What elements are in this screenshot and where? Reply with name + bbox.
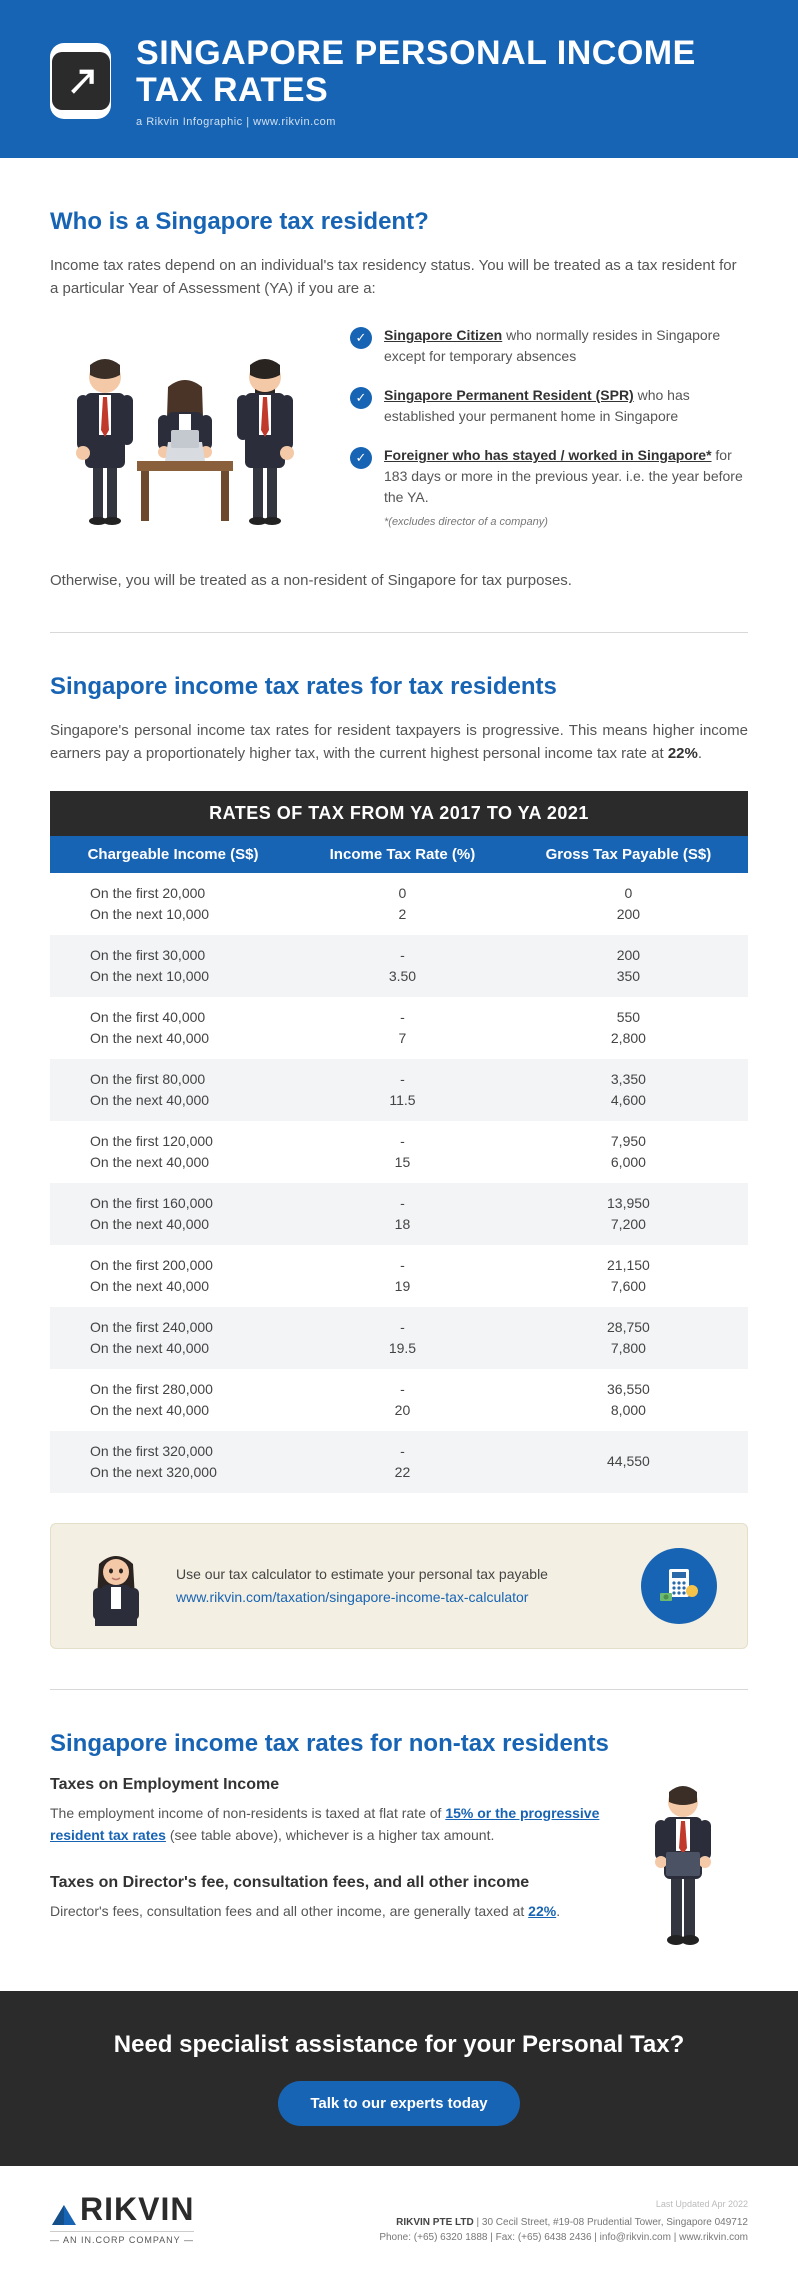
section1-outro: Otherwise, you will be treated as a non-… <box>50 569 748 592</box>
assistant-illustration <box>81 1546 151 1626</box>
divider <box>50 1689 748 1690</box>
footer: RIKVIN — AN IN.CORP COMPANY — Last Updat… <box>0 2166 798 2275</box>
cell-chargeable-income: On the first 30,000On the next 10,000 <box>50 935 296 997</box>
footer-logo-sub: — AN IN.CORP COMPANY — <box>50 2231 194 2245</box>
table-row: On the first 120,000On the next 40,000-1… <box>50 1121 748 1183</box>
section2-intro: Singapore's personal income tax rates fo… <box>50 719 748 766</box>
header-logo-icon <box>50 43 111 119</box>
cell-tax-rate: -15 <box>296 1121 509 1183</box>
cell-gross-tax: 5502,800 <box>509 997 748 1059</box>
footer-logo-name: RIKVIN <box>80 2191 194 2227</box>
cta-title: Need specialist assistance for your Pers… <box>20 2031 778 2059</box>
rikvin-logo-icon <box>50 2201 78 2229</box>
table-row: On the first 30,000On the next 10,000-3.… <box>50 935 748 997</box>
table-row: On the first 240,000On the next 40,000-1… <box>50 1307 748 1369</box>
text: Singapore's personal income tax rates fo… <box>50 722 748 762</box>
cell-tax-rate: -7 <box>296 997 509 1059</box>
calculator-callout: Use our tax calculator to estimate your … <box>50 1523 748 1649</box>
text: The employment income of non-residents i… <box>50 1805 445 1821</box>
table-row: On the first 40,000On the next 40,000-75… <box>50 997 748 1059</box>
tax-rates-table: RATES OF TAX FROM YA 2017 TO YA 2021 Cha… <box>50 791 748 1493</box>
cell-tax-rate: -19.5 <box>296 1307 509 1369</box>
col-header: Chargeable Income (S$) <box>50 836 296 873</box>
header-banner: SINGAPORE PERSONAL INCOME TAX RATES a Ri… <box>0 0 798 158</box>
criteria-bold: Singapore Permanent Resident (SPR) <box>384 387 634 403</box>
criteria-item: ✓ Foreigner who has stayed / worked in S… <box>350 445 748 531</box>
text: . <box>556 1903 560 1919</box>
calculator-icon <box>641 1548 717 1624</box>
cell-gross-tax: 200350 <box>509 935 748 997</box>
table-row: On the first 200,000On the next 40,000-1… <box>50 1245 748 1307</box>
cell-tax-rate: 02 <box>296 873 509 935</box>
cell-gross-tax: 7,9506,000 <box>509 1121 748 1183</box>
criteria-item: ✓ Singapore Citizen who normally resides… <box>350 325 748 367</box>
callout-text: Use our tax calculator to estimate your … <box>176 1566 548 1582</box>
text-bold: 22% <box>668 745 698 762</box>
arrow-up-icon <box>64 64 98 98</box>
check-icon: ✓ <box>350 447 372 469</box>
cell-tax-rate: -18 <box>296 1183 509 1245</box>
footer-updated: Last Updated Apr 2022 <box>379 2198 748 2212</box>
criteria-bold: Singapore Citizen <box>384 327 502 343</box>
cell-gross-tax: 28,7507,800 <box>509 1307 748 1369</box>
text: Director's fees, consultation fees and a… <box>50 1903 528 1919</box>
table-title: RATES OF TAX FROM YA 2017 TO YA 2021 <box>50 791 748 836</box>
section1-heading: Who is a Singapore tax resident? <box>50 208 748 236</box>
criteria-item: ✓ Singapore Permanent Resident (SPR) who… <box>350 385 748 427</box>
table-row: On the first 80,000On the next 40,000-11… <box>50 1059 748 1121</box>
cell-chargeable-income: On the first 40,000On the next 40,000 <box>50 997 296 1059</box>
cell-gross-tax: 44,550 <box>509 1431 748 1493</box>
footer-address: RIKVIN PTE LTD | 30 Cecil Street, #19-08… <box>379 2215 748 2230</box>
cta-banner: Need specialist assistance for your Pers… <box>0 1991 798 2166</box>
sub1-heading: Taxes on Employment Income <box>50 1776 608 1794</box>
cell-chargeable-income: On the first 240,000On the next 40,000 <box>50 1307 296 1369</box>
section3-heading: Singapore income tax rates for non-tax r… <box>50 1730 748 1758</box>
col-header: Income Tax Rate (%) <box>296 836 509 873</box>
cell-tax-rate: -22 <box>296 1431 509 1493</box>
cell-tax-rate: -20 <box>296 1369 509 1431</box>
table-row: On the first 320,000On the next 320,000-… <box>50 1431 748 1493</box>
footer-logo: RIKVIN — AN IN.CORP COMPANY — <box>50 2191 194 2246</box>
section2-heading: Singapore income tax rates for tax resid… <box>50 673 748 701</box>
col-header: Gross Tax Payable (S$) <box>509 836 748 873</box>
criteria-footnote: *(excludes director of a company) <box>384 514 748 531</box>
cell-chargeable-income: On the first 320,000On the next 320,000 <box>50 1431 296 1493</box>
cell-gross-tax: 13,9507,200 <box>509 1183 748 1245</box>
check-icon: ✓ <box>350 327 372 349</box>
table-row: On the first 20,000On the next 10,000020… <box>50 873 748 935</box>
cell-chargeable-income: On the first 160,000On the next 40,000 <box>50 1183 296 1245</box>
people-desk-illustration <box>50 325 320 525</box>
divider <box>50 632 748 633</box>
cell-gross-tax: 0200 <box>509 873 748 935</box>
cell-chargeable-income: On the first 200,000On the next 40,000 <box>50 1245 296 1307</box>
cell-tax-rate: -19 <box>296 1245 509 1307</box>
text: (see table above), whichever is a higher… <box>166 1827 494 1843</box>
sub1-text: The employment income of non-residents i… <box>50 1802 608 1847</box>
cell-chargeable-income: On the first 20,000On the next 10,000 <box>50 873 296 935</box>
sub2-heading: Taxes on Director's fee, consultation fe… <box>50 1874 608 1892</box>
criteria-bold: Foreigner who has stayed / worked in Sin… <box>384 447 712 463</box>
calculator-link[interactable]: www.rikvin.com/taxation/singapore-income… <box>176 1589 528 1605</box>
man-tablet-illustration <box>628 1776 748 1951</box>
cell-chargeable-income: On the first 80,000On the next 40,000 <box>50 1059 296 1121</box>
cell-gross-tax: 36,5508,000 <box>509 1369 748 1431</box>
cell-gross-tax: 3,3504,600 <box>509 1059 748 1121</box>
cell-gross-tax: 21,1507,600 <box>509 1245 748 1307</box>
page-subtitle: a Rikvin Infographic | www.rikvin.com <box>136 116 748 128</box>
resident-criteria-list: ✓ Singapore Citizen who normally resides… <box>350 325 748 549</box>
footer-contact: Phone: (+65) 6320 1888 | Fax: (+65) 6438… <box>379 2230 748 2245</box>
check-icon: ✓ <box>350 387 372 409</box>
cell-chargeable-income: On the first 280,000On the next 40,000 <box>50 1369 296 1431</box>
table-row: On the first 160,000On the next 40,000-1… <box>50 1183 748 1245</box>
section1-intro: Income tax rates depend on an individual… <box>50 254 748 301</box>
sub2-text: Director's fees, consultation fees and a… <box>50 1900 608 1922</box>
page-title: SINGAPORE PERSONAL INCOME TAX RATES <box>136 35 748 110</box>
cell-tax-rate: -11.5 <box>296 1059 509 1121</box>
cell-tax-rate: -3.50 <box>296 935 509 997</box>
table-row: On the first 280,000On the next 40,000-2… <box>50 1369 748 1431</box>
text: . <box>698 745 702 762</box>
cta-button[interactable]: Talk to our experts today <box>278 2081 519 2126</box>
cell-chargeable-income: On the first 120,000On the next 40,000 <box>50 1121 296 1183</box>
rate-link[interactable]: 22% <box>528 1903 556 1919</box>
